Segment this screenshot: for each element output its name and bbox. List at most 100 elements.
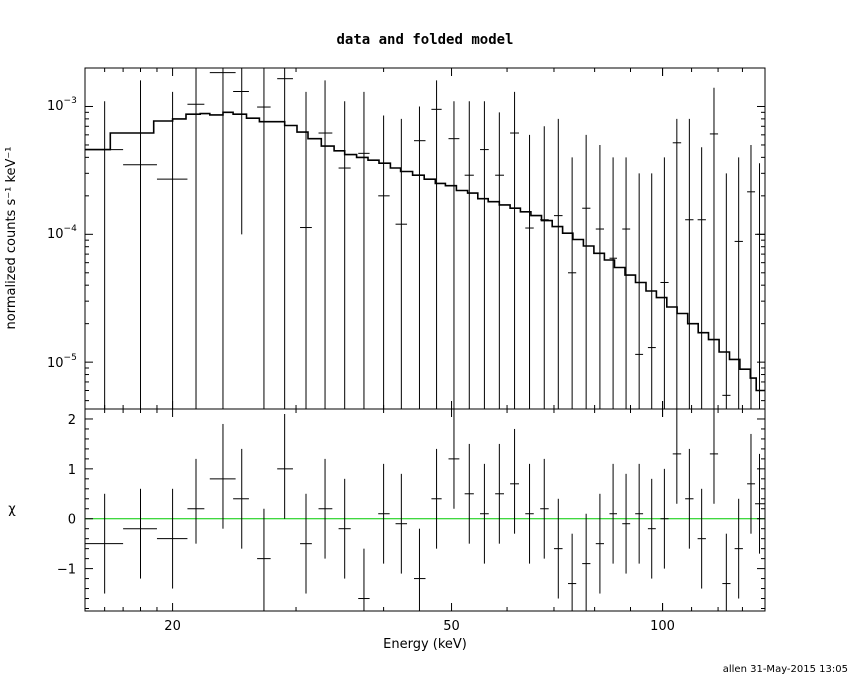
residual-point <box>464 443 474 544</box>
bottom-ytick-labels: 2 1 0 −1 <box>57 413 76 578</box>
data-point <box>300 91 312 409</box>
residual-point <box>510 428 519 534</box>
data-point <box>123 80 157 409</box>
residual-point <box>647 478 656 579</box>
bottom-ytick-label: 2 <box>68 413 76 428</box>
residual-point <box>187 458 205 544</box>
data-point <box>540 126 549 409</box>
data-point <box>553 118 563 409</box>
data-point <box>187 68 205 409</box>
data-point <box>697 147 706 409</box>
data-point <box>660 157 669 409</box>
footer-stamp: allen 31-May-2015 13:05 <box>723 664 848 675</box>
model-curve <box>85 111 765 392</box>
data-point <box>582 134 591 409</box>
residual-point <box>672 409 682 504</box>
data-point <box>358 91 370 409</box>
data-point <box>318 80 333 409</box>
bottom-ytick-label: −1 <box>57 563 76 578</box>
data-point <box>525 134 534 409</box>
xlabel: Energy (keV) <box>383 637 467 652</box>
residual-point <box>722 533 731 611</box>
residual-point <box>378 463 390 564</box>
data-point <box>647 173 656 409</box>
data-point <box>448 101 460 409</box>
residual-point <box>582 513 591 611</box>
data-point <box>233 68 249 235</box>
residual-point <box>525 463 534 564</box>
data-point <box>568 157 577 409</box>
top-ytick-label-1e-3: 10−3 <box>47 96 77 114</box>
residual-point <box>358 548 370 611</box>
bottom-panel: 2 1 0 −1 20 50 100 χ Energy (keV) <box>8 408 766 652</box>
data-point <box>338 101 351 409</box>
residual-point <box>609 463 618 564</box>
data-point <box>378 115 390 409</box>
top-ylabel: normalized counts s⁻¹ keV⁻¹ <box>4 147 19 330</box>
top-axis-ticks <box>84 67 766 409</box>
xtick-label: 20 <box>164 619 181 634</box>
residual-point <box>685 448 694 549</box>
top-ytick-labels: 10−3 10−4 10−5 <box>47 96 77 371</box>
residual-point <box>300 493 312 594</box>
data-point <box>495 112 504 409</box>
residual-point <box>85 493 124 594</box>
residual-point <box>697 488 706 589</box>
bottom-ytick-label: 0 <box>68 513 76 528</box>
bottom-axis-ticks <box>84 408 766 611</box>
residual-point <box>755 453 765 554</box>
residual-point <box>622 473 631 574</box>
data-point <box>85 101 124 409</box>
data-point <box>622 157 631 409</box>
residual-point <box>257 508 271 611</box>
residual-point <box>568 533 577 611</box>
residual-point <box>209 423 236 529</box>
data-point <box>595 144 604 409</box>
residual-points <box>85 409 765 611</box>
data-point <box>672 118 682 409</box>
residual-point <box>495 443 504 544</box>
data-point <box>685 118 694 409</box>
residual-point <box>553 498 563 599</box>
bottom-plot-frame <box>84 408 766 612</box>
residual-point <box>635 463 644 564</box>
data-point <box>635 173 644 409</box>
residual-point <box>709 409 719 504</box>
residual-point <box>747 433 756 534</box>
residual-point <box>448 409 460 509</box>
data-point <box>747 144 756 409</box>
data-point <box>156 91 188 409</box>
data-point <box>755 163 765 409</box>
residual-point <box>338 478 351 579</box>
residual-point <box>123 488 157 579</box>
data-point <box>277 68 293 409</box>
top-plot-frame <box>84 67 766 410</box>
bottom-xtick-labels: 20 50 100 <box>164 619 675 634</box>
residual-point <box>431 448 442 549</box>
model-step-path <box>85 111 765 392</box>
chart-title: data and folded model <box>336 32 513 48</box>
residual-point <box>156 488 188 589</box>
top-ytick-label-1e-4: 10−4 <box>47 224 77 242</box>
data-point <box>395 118 408 409</box>
data-point <box>464 101 474 409</box>
data-point <box>414 106 426 409</box>
bottom-ylabel: χ <box>8 502 16 517</box>
data-point <box>431 80 442 409</box>
top-ytick-label-1e-5: 10−5 <box>47 353 77 371</box>
data-point <box>709 87 719 409</box>
residual-point <box>540 458 549 559</box>
data-point <box>722 173 731 409</box>
data-point <box>257 68 271 409</box>
top-panel: 10−3 10−4 10−5 normalized counts s⁻¹ keV… <box>4 67 766 410</box>
residual-point <box>395 473 408 574</box>
residual-point <box>660 468 669 569</box>
residual-point <box>233 448 249 549</box>
xtick-label: 50 <box>443 619 460 634</box>
residual-point <box>414 528 426 611</box>
data-point <box>209 68 236 409</box>
data-point <box>510 91 519 409</box>
data-point <box>734 157 743 409</box>
bottom-ytick-label: 1 <box>68 463 76 478</box>
residual-point <box>595 493 604 594</box>
